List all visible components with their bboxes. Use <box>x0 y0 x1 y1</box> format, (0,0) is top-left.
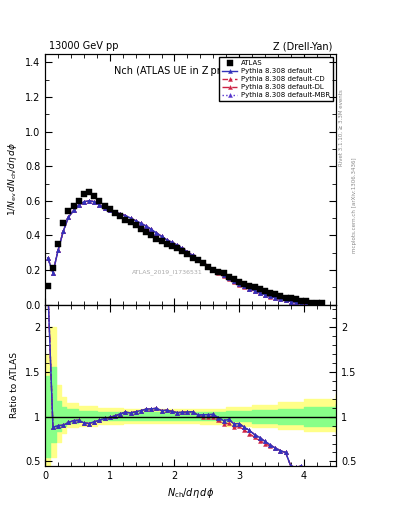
Pythia 8.308 default <box>237 281 241 287</box>
Pythia 8.308 default-DL <box>154 230 159 236</box>
Pythia 8.308 default-MBR <box>46 255 50 261</box>
Pythia 8.308 default-DL <box>237 282 241 288</box>
Pythia 8.308 default <box>320 302 324 308</box>
Pythia 8.308 default-CD <box>154 230 159 236</box>
Pythia 8.308 default <box>216 269 221 275</box>
ATLAS <box>216 269 221 275</box>
Pythia 8.308 default-CD <box>216 269 221 275</box>
Pythia 8.308 default <box>46 255 50 261</box>
Line: ATLAS: ATLAS <box>45 189 325 306</box>
Text: Nch (ATLAS UE in Z production): Nch (ATLAS UE in Z production) <box>114 66 267 76</box>
ATLAS <box>154 236 159 242</box>
Pythia 8.308 default-CD <box>237 281 241 287</box>
Legend: ATLAS, Pythia 8.308 default, Pythia 8.308 default-CD, Pythia 8.308 default-DL, P: ATLAS, Pythia 8.308 default, Pythia 8.30… <box>219 57 332 101</box>
ATLAS <box>211 267 216 273</box>
Pythia 8.308 default <box>154 230 159 236</box>
Pythia 8.308 default-DL <box>211 267 216 273</box>
Pythia 8.308 default-DL <box>87 198 92 204</box>
Pythia 8.308 default-DL <box>216 270 221 276</box>
ATLAS <box>237 279 241 285</box>
Line: Pythia 8.308 default-DL: Pythia 8.308 default-DL <box>46 199 324 307</box>
Pythia 8.308 default <box>211 266 216 272</box>
Pythia 8.308 default-MBR <box>237 281 241 287</box>
Text: Rivet 3.1.10, ≥ 3.3M events: Rivet 3.1.10, ≥ 3.3M events <box>339 90 344 166</box>
Pythia 8.308 default <box>97 202 102 208</box>
Pythia 8.308 default-MBR <box>87 198 92 204</box>
Pythia 8.308 default-CD <box>320 302 324 308</box>
ATLAS <box>309 300 314 306</box>
Text: ATLAS_2019_I1736531: ATLAS_2019_I1736531 <box>132 269 203 274</box>
ATLAS <box>97 198 102 204</box>
Pythia 8.308 default-DL <box>97 202 102 208</box>
Pythia 8.308 default-DL <box>46 255 50 261</box>
Pythia 8.308 default-MBR <box>216 269 221 275</box>
Pythia 8.308 default-CD <box>211 266 216 272</box>
Line: Pythia 8.308 default: Pythia 8.308 default <box>46 199 324 307</box>
Pythia 8.308 default-CD <box>46 255 50 261</box>
X-axis label: $N_\mathregular{ch}/d\eta\,d\phi$: $N_\mathregular{ch}/d\eta\,d\phi$ <box>167 486 214 500</box>
Pythia 8.308 default-MBR <box>97 202 102 208</box>
Pythia 8.308 default-MBR <box>320 302 324 308</box>
Pythia 8.308 default-DL <box>320 301 324 307</box>
Y-axis label: $1/N_\mathregular{ev}\,dN_\mathregular{ch}/d\eta\,d\phi$: $1/N_\mathregular{ev}\,dN_\mathregular{c… <box>6 142 19 216</box>
Pythia 8.308 default-DL <box>200 260 205 266</box>
Pythia 8.308 default-CD <box>87 198 92 204</box>
Pythia 8.308 default-MBR <box>200 259 205 265</box>
Pythia 8.308 default <box>87 198 92 204</box>
Text: Z (Drell-Yan): Z (Drell-Yan) <box>273 41 332 51</box>
Pythia 8.308 default <box>200 259 205 265</box>
ATLAS <box>320 300 324 306</box>
Text: 13000 GeV pp: 13000 GeV pp <box>49 41 119 51</box>
ATLAS <box>87 189 92 195</box>
Line: Pythia 8.308 default-MBR: Pythia 8.308 default-MBR <box>46 199 324 307</box>
ATLAS <box>46 283 50 289</box>
Pythia 8.308 default-MBR <box>211 266 216 272</box>
Y-axis label: Ratio to ATLAS: Ratio to ATLAS <box>10 352 19 418</box>
Line: Pythia 8.308 default-CD: Pythia 8.308 default-CD <box>46 199 324 307</box>
Text: mcplots.cern.ch [arXiv:1306.3436]: mcplots.cern.ch [arXiv:1306.3436] <box>352 157 357 252</box>
Pythia 8.308 default-CD <box>97 202 102 208</box>
ATLAS <box>200 260 205 266</box>
Pythia 8.308 default-MBR <box>154 230 159 236</box>
Pythia 8.308 default-CD <box>200 259 205 265</box>
